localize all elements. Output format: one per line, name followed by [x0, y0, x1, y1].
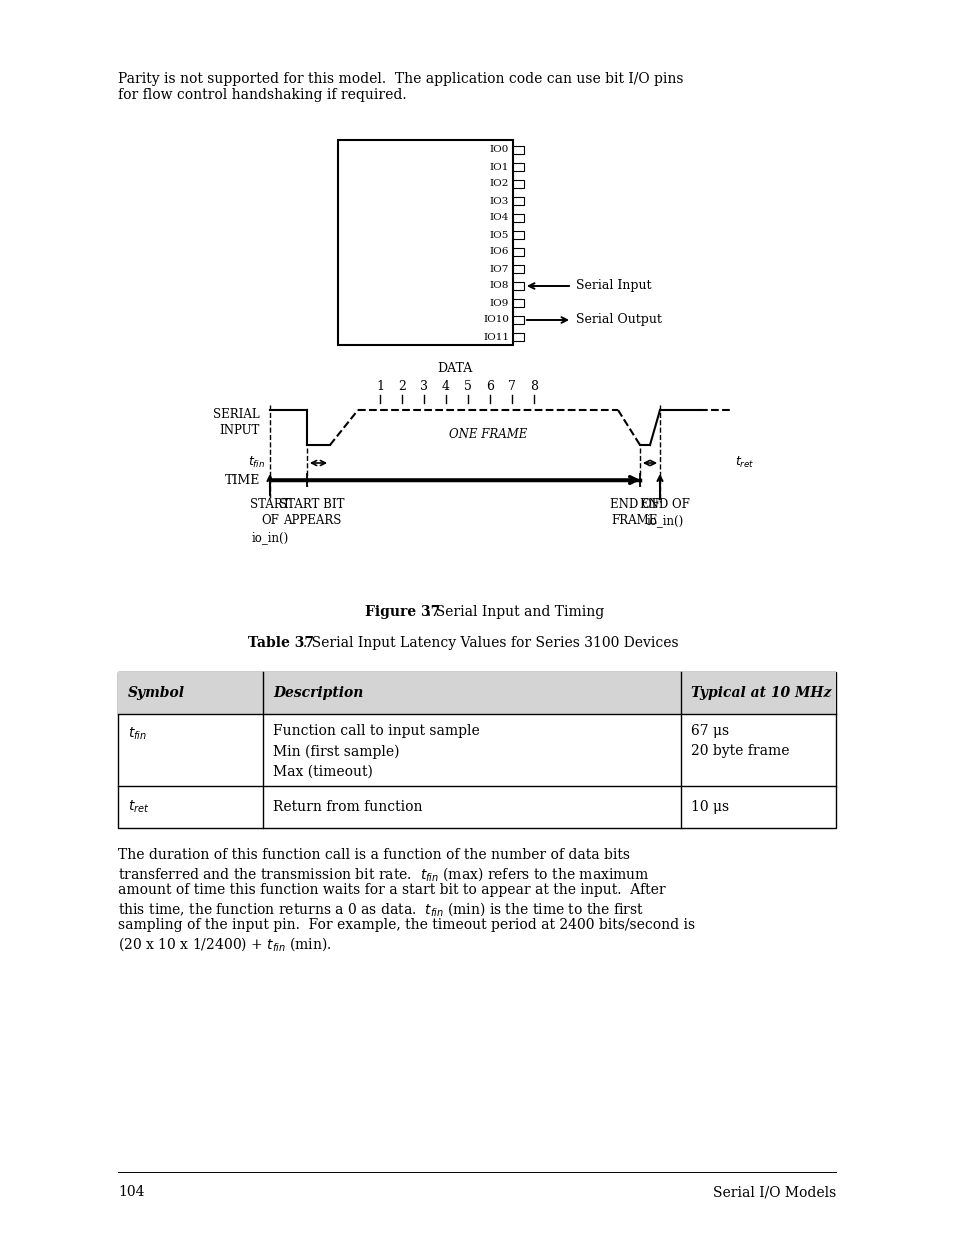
- Text: 4: 4: [441, 380, 450, 393]
- Text: END OF
io_in(): END OF io_in(): [639, 498, 689, 527]
- Bar: [513, 163, 523, 170]
- Text: $t_{fin}$: $t_{fin}$: [248, 454, 265, 469]
- Text: 7: 7: [508, 380, 516, 393]
- Text: IO9: IO9: [489, 299, 509, 308]
- Text: 2: 2: [397, 380, 406, 393]
- Bar: [513, 333, 523, 341]
- Text: TIME: TIME: [224, 473, 260, 487]
- Bar: [337, 140, 513, 345]
- Text: IO2: IO2: [489, 179, 509, 189]
- Text: 67 μs
20 byte frame: 67 μs 20 byte frame: [690, 724, 789, 758]
- Text: $t_{fin}$: $t_{fin}$: [128, 726, 147, 742]
- Text: Description: Description: [273, 685, 363, 700]
- Text: Serial I/O Models: Serial I/O Models: [712, 1186, 835, 1199]
- Text: ONE FRAME: ONE FRAME: [448, 429, 527, 441]
- Text: amount of time this function waits for a start bit to appear at the input.  Afte: amount of time this function waits for a…: [118, 883, 665, 897]
- Text: Parity is not supported for this model.  The application code can use bit I/O pi: Parity is not supported for this model. …: [118, 72, 682, 86]
- Bar: [513, 231, 523, 240]
- Text: . Serial Input Latency Values for Series 3100 Devices: . Serial Input Latency Values for Series…: [303, 636, 678, 650]
- Text: 5: 5: [463, 380, 472, 393]
- Text: IO6: IO6: [489, 247, 509, 257]
- Text: $t_{ret}$: $t_{ret}$: [128, 799, 150, 815]
- Text: 8: 8: [530, 380, 537, 393]
- Text: DATA: DATA: [436, 362, 472, 375]
- Bar: [513, 266, 523, 273]
- Text: (20 x 10 x 1/2400) + $t_{fin}$ (min).: (20 x 10 x 1/2400) + $t_{fin}$ (min).: [118, 935, 332, 953]
- Bar: [513, 198, 523, 205]
- Bar: [513, 299, 523, 308]
- Text: for flow control handshaking if required.: for flow control handshaking if required…: [118, 88, 406, 103]
- Text: Figure 37: Figure 37: [365, 605, 439, 619]
- Text: 1: 1: [375, 380, 384, 393]
- Text: IO1: IO1: [489, 163, 509, 172]
- Text: IO4: IO4: [489, 214, 509, 222]
- Text: START
OF
io_in(): START OF io_in(): [250, 498, 290, 543]
- Text: $t_{ret}$: $t_{ret}$: [734, 454, 754, 469]
- Bar: [513, 316, 523, 324]
- Bar: [118, 672, 835, 714]
- Bar: [513, 146, 523, 154]
- Bar: [513, 214, 523, 222]
- Text: IO5: IO5: [489, 231, 509, 240]
- Text: IO11: IO11: [482, 332, 509, 342]
- Text: transferred and the transmission bit rate.  $t_{fin}$ (max) refers to the maximu: transferred and the transmission bit rat…: [118, 866, 649, 883]
- Bar: [513, 248, 523, 256]
- Bar: [513, 180, 523, 188]
- Text: sampling of the input pin.  For example, the timeout period at 2400 bits/second : sampling of the input pin. For example, …: [118, 918, 695, 932]
- Text: SERIAL
INPUT: SERIAL INPUT: [213, 408, 260, 437]
- Text: 10 μs: 10 μs: [690, 800, 728, 814]
- Text: . Serial Input and Timing: . Serial Input and Timing: [427, 605, 603, 619]
- Text: IO8: IO8: [489, 282, 509, 290]
- Text: IO7: IO7: [489, 264, 509, 273]
- Text: IO0: IO0: [489, 146, 509, 154]
- Text: IO3: IO3: [489, 196, 509, 205]
- Text: Serial Input: Serial Input: [576, 279, 651, 293]
- Text: Function call to input sample
Min (first sample)
Max (timeout): Function call to input sample Min (first…: [273, 724, 479, 779]
- Text: 104: 104: [118, 1186, 144, 1199]
- Text: this time, the function returns a 0 as data.  $t_{fin}$ (min) is the time to the: this time, the function returns a 0 as d…: [118, 900, 643, 919]
- Text: START BIT
APPEARS: START BIT APPEARS: [279, 498, 344, 527]
- Text: IO10: IO10: [482, 315, 509, 325]
- Text: Table 37: Table 37: [248, 636, 314, 650]
- Text: Serial Output: Serial Output: [576, 314, 661, 326]
- Text: 3: 3: [419, 380, 428, 393]
- Text: 6: 6: [485, 380, 494, 393]
- Bar: [513, 282, 523, 290]
- Bar: [118, 672, 835, 827]
- Text: Return from function: Return from function: [273, 800, 422, 814]
- Text: END OF
FRAME: END OF FRAME: [609, 498, 659, 527]
- Text: The duration of this function call is a function of the number of data bits: The duration of this function call is a …: [118, 848, 629, 862]
- Text: Symbol: Symbol: [128, 685, 185, 700]
- Text: Typical at 10 MHz: Typical at 10 MHz: [690, 685, 830, 700]
